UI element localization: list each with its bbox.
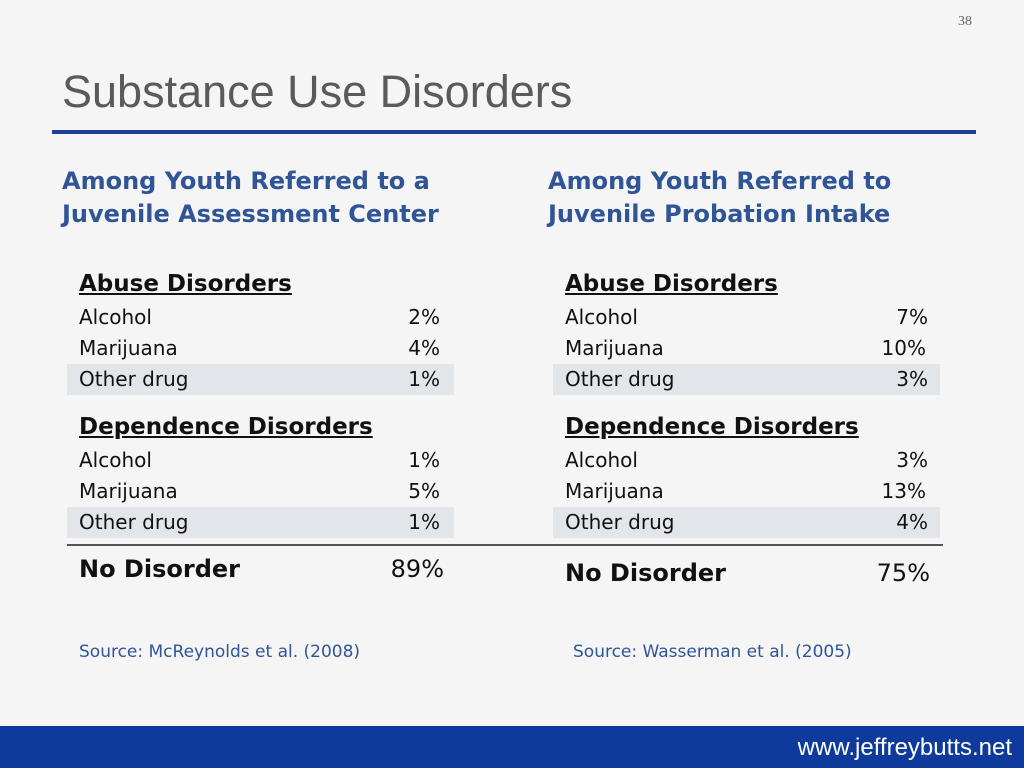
row-label: Marijuana	[79, 479, 178, 503]
heading-line: Juvenile Assessment Center	[62, 200, 439, 228]
table-row: Other drug 1%	[67, 507, 454, 538]
row-value: 4%	[896, 510, 928, 534]
table-row: Marijuana 4%	[67, 333, 454, 364]
abuse-disorders-label: Abuse Disorders	[565, 271, 778, 297]
table-row: Alcohol 2%	[67, 302, 454, 333]
table-row: Alcohol 7%	[553, 302, 940, 333]
row-value: 3%	[896, 367, 928, 391]
table-row: Marijuana 5%	[67, 476, 454, 507]
title-divider	[52, 130, 976, 134]
table-row: Marijuana 10%	[553, 333, 940, 364]
row-value: 13%	[881, 479, 926, 503]
right-column-heading: Among Youth Referred to Juvenile Probati…	[548, 165, 891, 231]
row-value: 2%	[408, 305, 440, 329]
no-disorder-label: No Disorder	[565, 559, 726, 587]
left-column-heading: Among Youth Referred to a Juvenile Asses…	[62, 165, 439, 231]
page-number: 38	[958, 14, 972, 29]
table-row: Alcohol 1%	[67, 445, 454, 476]
dependence-disorders-label: Dependence Disorders	[79, 414, 373, 440]
row-label: Marijuana	[79, 336, 178, 360]
page-title: Substance Use Disorders	[62, 66, 573, 117]
row-label: Alcohol	[565, 448, 638, 472]
table-row: Marijuana 13%	[553, 476, 940, 507]
footer-bar: www.jeffreybutts.net	[0, 726, 1024, 768]
right-source-citation: Source: Wasserman et al. (2005)	[573, 642, 852, 662]
no-disorder-value: 89%	[390, 555, 444, 583]
heading-line: Among Youth Referred to a	[62, 167, 430, 195]
left-no-disorder-row: No Disorder 89%	[67, 551, 454, 587]
row-label: Other drug	[79, 367, 189, 391]
no-disorder-value: 75%	[876, 559, 930, 587]
row-value: 3%	[896, 448, 928, 472]
row-label: Other drug	[565, 510, 675, 534]
heading-line: Juvenile Probation Intake	[548, 200, 891, 228]
dependence-disorders-label: Dependence Disorders	[565, 414, 859, 440]
row-label: Marijuana	[565, 336, 664, 360]
table-row: Other drug 4%	[553, 507, 940, 538]
row-value: 7%	[896, 305, 928, 329]
row-value: 4%	[408, 336, 440, 360]
row-label: Other drug	[565, 367, 675, 391]
row-value: 5%	[408, 479, 440, 503]
table-row: Other drug 3%	[553, 364, 940, 395]
left-source-citation: Source: McReynolds et al. (2008)	[79, 642, 361, 662]
left-data-panel: Abuse Disorders Alcohol 2% Marijuana 4% …	[67, 266, 454, 538]
row-label: Alcohol	[565, 305, 638, 329]
row-value: 1%	[408, 510, 440, 534]
table-row: Alcohol 3%	[553, 445, 940, 476]
row-label: Alcohol	[79, 448, 152, 472]
row-value: 1%	[408, 448, 440, 472]
row-label: Alcohol	[79, 305, 152, 329]
row-value: 10%	[881, 336, 926, 360]
table-row: Other drug 1%	[67, 364, 454, 395]
row-label: Other drug	[79, 510, 189, 534]
abuse-disorders-label: Abuse Disorders	[79, 271, 292, 297]
right-no-disorder-row: No Disorder 75%	[553, 555, 940, 591]
summary-divider	[67, 544, 943, 546]
row-label: Marijuana	[565, 479, 664, 503]
footer-url[interactable]: www.jeffreybutts.net	[797, 734, 1012, 761]
right-data-panel: Abuse Disorders Alcohol 7% Marijuana 10%…	[553, 266, 940, 538]
row-value: 1%	[408, 367, 440, 391]
heading-line: Among Youth Referred to	[548, 167, 892, 195]
no-disorder-label: No Disorder	[79, 555, 240, 583]
